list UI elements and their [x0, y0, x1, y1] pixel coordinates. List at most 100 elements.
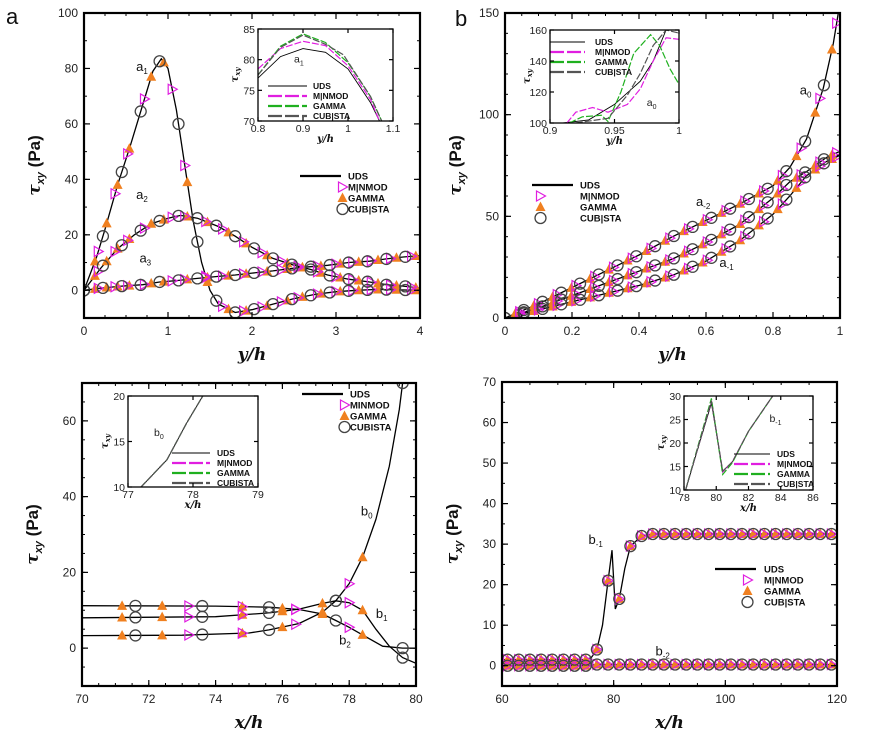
cubista-circle-marker	[210, 219, 223, 232]
cubista-circle-marker	[153, 55, 166, 68]
panel-label: b	[455, 6, 467, 31]
plot-frame	[82, 11, 422, 320]
cubista-circle-marker	[285, 262, 299, 275]
minmod-triangle-marker	[237, 600, 249, 613]
minmod-triangle-marker	[804, 658, 816, 671]
inset-x-axis-title: x/h	[184, 500, 202, 511]
cubista-circle-marker	[285, 258, 299, 271]
minmod-triangle-marker	[257, 301, 269, 314]
minmod-triangle-marker	[777, 182, 789, 195]
cubista-circle-marker	[686, 220, 699, 234]
gamma-triangle-marker	[146, 218, 157, 228]
minmod-triangle-marker	[681, 527, 693, 541]
plot-area	[82, 383, 416, 664]
gamma-triangle-marker	[660, 272, 671, 282]
inset-y-axis-title: τxy	[100, 433, 112, 449]
minmod-triangle-marker	[603, 574, 615, 587]
minmod-triangle-marker	[832, 17, 840, 30]
minmod-triangle-marker	[742, 573, 754, 587]
plot-area	[505, 13, 840, 318]
gamma-triangle-marker	[585, 291, 596, 302]
inset-legend-label-uds: UDS	[777, 449, 795, 459]
minmod-triangle-marker	[293, 291, 305, 304]
cubista-circle-marker	[534, 211, 547, 225]
cubista-circle-marker	[172, 209, 185, 223]
minmod-triangle-marker	[167, 83, 179, 96]
y-tick-label: 20	[669, 438, 681, 450]
cubista-circle-marker	[266, 252, 280, 265]
cubista-circle-marker	[396, 641, 409, 655]
minmod-triangle-marker	[715, 658, 726, 671]
cubista-circle-marker	[667, 268, 680, 281]
cubista-circle-marker	[613, 592, 626, 606]
minmod-triangle-marker	[759, 527, 771, 541]
cubista-circle-marker	[648, 274, 662, 287]
cubista-circle-marker	[191, 272, 204, 285]
gamma-triangle-marker	[317, 597, 328, 608]
minmod-triangle-marker	[777, 198, 789, 211]
minmod-triangle-marker	[339, 398, 351, 412]
inset-frame	[549, 29, 680, 124]
cubista-circle-marker	[592, 279, 605, 293]
x-tick-label: 77	[122, 489, 134, 501]
minmod-triangle-marker	[625, 658, 637, 671]
gamma-triangle-marker	[339, 410, 350, 420]
minmod-triangle-marker	[514, 653, 525, 666]
y-tick-label: 0	[71, 283, 78, 297]
gamma-triangle-marker	[772, 175, 783, 185]
minmod-triangle-marker	[648, 527, 659, 541]
curve-label: b0	[361, 504, 373, 521]
y-tick-label: 70	[243, 116, 255, 128]
cubista-circle-marker	[723, 202, 737, 215]
minmod-triangle-marker	[603, 658, 615, 671]
cubista-circle-marker	[134, 105, 147, 118]
x-tick-label: 0.95	[604, 125, 625, 137]
y-tick-label: 40	[483, 497, 497, 511]
cubista-circle-marker	[573, 293, 587, 306]
y-tick-label: 15	[113, 437, 125, 449]
y-tick-label: 40	[63, 490, 77, 504]
cubista-circle-marker	[266, 297, 280, 311]
minmod-triangle-marker	[614, 658, 626, 671]
y-tick-label: 60	[65, 117, 79, 131]
x-tick-label: 1	[837, 324, 844, 338]
minmod-triangle-marker	[826, 527, 837, 541]
cubista-circle-marker	[172, 117, 185, 131]
minmod-triangle-marker	[703, 527, 715, 541]
minmod-triangle-marker	[740, 214, 752, 227]
minmod-triangle-marker	[344, 577, 356, 590]
gamma-triangle-marker	[262, 249, 273, 260]
gamma-triangle-marker	[101, 255, 112, 266]
inset-plot-area	[562, 30, 679, 123]
minmod-triangle-marker	[692, 658, 704, 671]
cubista-circle-marker	[229, 268, 242, 282]
inset-curve-label: b-1	[769, 413, 781, 427]
gamma-triangle-marker	[158, 214, 169, 224]
cubista-circle-marker	[579, 653, 592, 666]
inset-curve-uds	[258, 48, 380, 121]
gamma-triangle-marker	[810, 107, 821, 117]
cubista-circle-marker	[304, 289, 317, 302]
uds-curve-b1	[82, 600, 416, 664]
curve-label: b-1	[589, 532, 604, 549]
legend-label-gamma: GAMMA	[350, 412, 387, 423]
cubista-circle-marker	[247, 266, 261, 280]
minmod-triangle-marker	[407, 281, 418, 294]
y-tick-label: 50	[486, 209, 500, 223]
cubista-circle-marker	[329, 614, 342, 627]
cubista-circle-marker	[115, 279, 128, 293]
cubista-circle-marker	[741, 595, 754, 609]
legend-label-uds: UDS	[348, 172, 368, 183]
inset-plot-area	[140, 396, 204, 487]
minmod-triangle-marker	[180, 159, 192, 172]
y-tick-label: 0	[69, 641, 76, 655]
gamma-triangle-marker	[157, 629, 168, 640]
x-tick-label: 84	[775, 492, 787, 504]
gamma-triangle-marker	[791, 150, 802, 161]
x-tick-label: 78	[343, 692, 357, 706]
gamma-triangle-marker	[772, 203, 783, 214]
minmod-triangle-marker	[692, 527, 704, 541]
